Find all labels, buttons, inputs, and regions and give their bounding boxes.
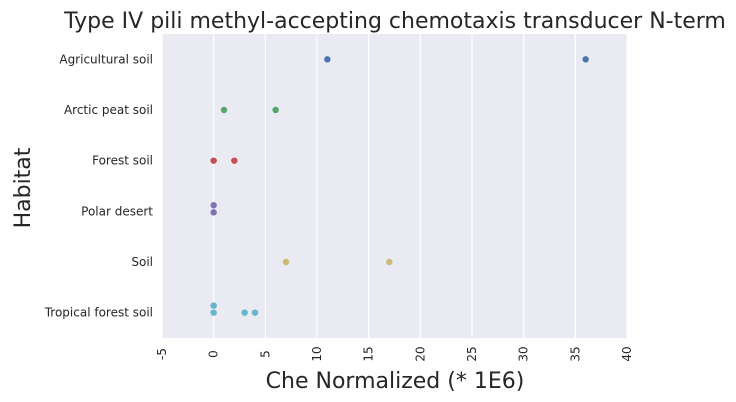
data-point	[210, 309, 217, 316]
x-tick-label: -5	[155, 348, 169, 360]
data-point	[210, 302, 217, 309]
y-tick-label: Polar desert	[81, 204, 153, 218]
data-point	[210, 202, 217, 209]
data-point	[582, 56, 589, 63]
y-tick-label: Soil	[131, 255, 153, 269]
chart-title: Type IV pili methyl-accepting chemotaxis…	[63, 9, 726, 34]
x-tick-label: 40	[620, 346, 634, 361]
x-tick-label: 15	[362, 346, 376, 361]
x-tick-labels: -5 0 5 10 15 20 25 30 35 40	[155, 346, 634, 361]
y-tick-labels: Agricultural soil Arctic peat soil Forest …	[44, 52, 154, 319]
y-tick-label: Agricultural soil	[59, 52, 153, 66]
x-tick-label: 25	[465, 346, 479, 361]
y-tick-label: Arctic peat soil	[64, 103, 153, 117]
data-point	[251, 309, 259, 316]
x-tick-label: 0	[207, 350, 221, 358]
data-point	[210, 157, 217, 164]
data-point	[386, 258, 393, 266]
data-point	[210, 209, 217, 216]
x-tick-label: 20	[413, 346, 427, 361]
x-axis-label: Che Normalized (* 1E6)	[266, 369, 525, 394]
x-tick-label: 35	[568, 346, 582, 361]
data-points	[210, 56, 589, 316]
y-axis-label: Habitat	[11, 147, 36, 228]
y-tick-label: Tropical forest soil	[44, 306, 153, 320]
data-point	[220, 106, 228, 114]
data-point	[324, 56, 331, 63]
data-point	[241, 309, 248, 316]
data-point	[231, 157, 238, 164]
grid-lines	[161, 34, 628, 338]
x-tick-label: 10	[310, 346, 324, 361]
y-tick-label: Forest soil	[92, 154, 153, 168]
data-point	[282, 258, 290, 266]
plot-area	[162, 34, 627, 338]
data-point	[272, 106, 279, 114]
x-tick-label: 5	[258, 350, 272, 358]
x-tick-label: 30	[517, 346, 531, 361]
